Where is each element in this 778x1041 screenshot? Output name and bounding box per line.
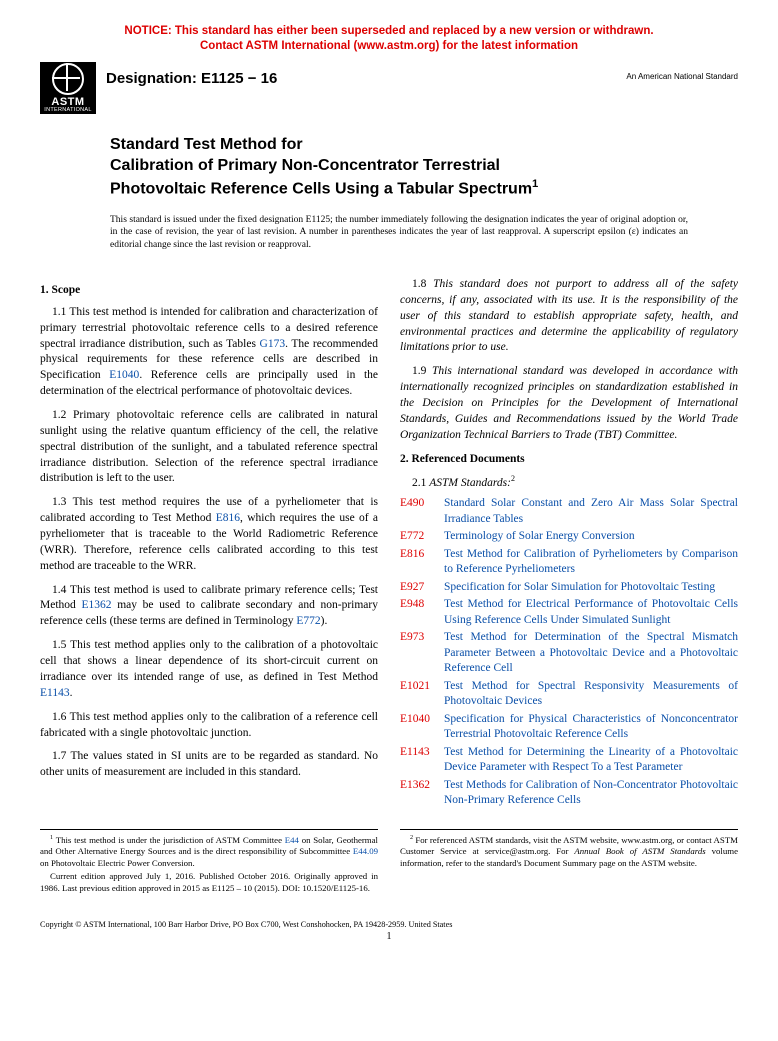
ref-item: E772Terminology of Solar Energy Conversi… — [400, 529, 738, 545]
right-column: 1.8 This standard does not purport to ad… — [400, 277, 738, 811]
ans-label: An American National Standard — [626, 72, 738, 81]
astm-logo: ASTM INTERNATIONAL — [40, 62, 96, 114]
ref-code[interactable]: E1143 — [400, 745, 444, 776]
link-e44[interactable]: E44 — [285, 835, 299, 845]
ref-code[interactable]: E1362 — [400, 778, 444, 809]
title-line2: Calibration of Primary Non-Concentrator … — [110, 155, 698, 177]
scope-1-2: 1.2 Primary photovoltaic reference cells… — [40, 408, 378, 487]
ref-title[interactable]: Specification for Solar Simulation for P… — [444, 580, 738, 596]
ref-code[interactable]: E927 — [400, 580, 444, 596]
link-e44-09[interactable]: E44.09 — [353, 846, 378, 856]
ref-title[interactable]: Specification for Physical Characteristi… — [444, 712, 738, 743]
scope-1-6: 1.6 This test method applies only to the… — [40, 710, 378, 742]
ref-title[interactable]: Terminology of Solar Energy Conversion — [444, 529, 738, 545]
scope-1-4: 1.4 This test method is used to calibrat… — [40, 583, 378, 631]
ref-item: E1040Specification for Physical Characte… — [400, 712, 738, 743]
notice-line1: NOTICE: This standard has either been su… — [124, 25, 653, 37]
ref-title[interactable]: Test Method for Determining the Linearit… — [444, 745, 738, 776]
logo-text: ASTM — [51, 97, 84, 108]
scope-1-1: 1.1 This test method is intended for cal… — [40, 305, 378, 400]
link-e1040[interactable]: E1040 — [109, 369, 139, 381]
ref-code[interactable]: E948 — [400, 597, 444, 628]
page-root: NOTICE: This standard has either been su… — [0, 0, 778, 962]
ref-item: E927Specification for Solar Simulation f… — [400, 580, 738, 596]
ref-item: E490Standard Solar Constant and Zero Air… — [400, 496, 738, 527]
body-columns: 1. Scope 1.1 This test method is intende… — [40, 277, 738, 811]
scope-1-8: 1.8 This standard does not purport to ad… — [400, 277, 738, 356]
globe-icon — [52, 63, 84, 95]
ref-title[interactable]: Test Method for Determination of the Spe… — [444, 630, 738, 677]
link-g173[interactable]: G173 — [260, 338, 286, 350]
footnote-2: 2 For referenced ASTM standards, visit t… — [400, 834, 738, 869]
title-line1: Standard Test Method for — [110, 134, 698, 156]
ref-code[interactable]: E490 — [400, 496, 444, 527]
scope-1-9: 1.9 This international standard was deve… — [400, 364, 738, 443]
refs-subhead: 2.1 ASTM Standards:2 — [400, 473, 738, 492]
ref-code[interactable]: E973 — [400, 630, 444, 677]
notice-line2: Contact ASTM International (www.astm.org… — [200, 40, 578, 52]
logo-sub: INTERNATIONAL — [44, 108, 92, 114]
scope-head: 1. Scope — [40, 283, 378, 299]
page-number: 1 — [40, 931, 738, 942]
notice-banner: NOTICE: This standard has either been su… — [40, 24, 738, 54]
copyright: Copyright © ASTM International, 100 Barr… — [40, 920, 738, 929]
ref-item: E948Test Method for Electrical Performan… — [400, 597, 738, 628]
refs-head: 2. Referenced Documents — [400, 452, 738, 468]
ref-title[interactable]: Test Methods for Calibration of Non-Conc… — [444, 778, 738, 809]
ref-item: E1021Test Method for Spectral Responsivi… — [400, 679, 738, 710]
ref-title[interactable]: Standard Solar Constant and Zero Air Mas… — [444, 496, 738, 527]
footnote-1-p2: Current edition approved July 1, 2016. P… — [40, 871, 378, 894]
footnote-1: 1 This test method is under the jurisdic… — [40, 834, 378, 869]
link-e816[interactable]: E816 — [216, 512, 240, 524]
link-e772[interactable]: E772 — [296, 615, 320, 627]
scope-1-3: 1.3 This test method requires the use of… — [40, 495, 378, 574]
ref-code[interactable]: E1040 — [400, 712, 444, 743]
ref-item: E973Test Method for Determination of the… — [400, 630, 738, 677]
ref-item: E816Test Method for Calibration of Pyrhe… — [400, 547, 738, 578]
link-e1362[interactable]: E1362 — [81, 599, 111, 611]
scope-1-5: 1.5 This test method applies only to the… — [40, 638, 378, 701]
designation: Designation: E1125 − 16 — [106, 70, 626, 87]
left-column: 1. Scope 1.1 This test method is intende… — [40, 277, 378, 811]
ref-list: E490Standard Solar Constant and Zero Air… — [400, 496, 738, 809]
link-e1143[interactable]: E1143 — [40, 687, 70, 699]
title-block: Standard Test Method for Calibration of … — [110, 134, 698, 200]
header-row: ASTM INTERNATIONAL Designation: E1125 − … — [40, 62, 738, 114]
title-line3: Photovoltaic Reference Cells Using a Tab… — [110, 177, 698, 200]
ref-code[interactable]: E772 — [400, 529, 444, 545]
ref-title[interactable]: Test Method for Spectral Responsivity Me… — [444, 679, 738, 710]
ref-title[interactable]: Test Method for Electrical Performance o… — [444, 597, 738, 628]
ref-item: E1362Test Methods for Calibration of Non… — [400, 778, 738, 809]
ref-code[interactable]: E1021 — [400, 679, 444, 710]
scope-1-7: 1.7 The values stated in SI units are to… — [40, 749, 378, 781]
footnotes: 1 This test method is under the jurisdic… — [40, 829, 738, 896]
ref-item: E1143Test Method for Determining the Lin… — [400, 745, 738, 776]
issuance-note: This standard is issued under the fixed … — [110, 214, 688, 251]
footnote-right: 2 For referenced ASTM standards, visit t… — [400, 829, 738, 896]
ref-code[interactable]: E816 — [400, 547, 444, 578]
footnote-left: 1 This test method is under the jurisdic… — [40, 829, 378, 896]
ref-title[interactable]: Test Method for Calibration of Pyrheliom… — [444, 547, 738, 578]
